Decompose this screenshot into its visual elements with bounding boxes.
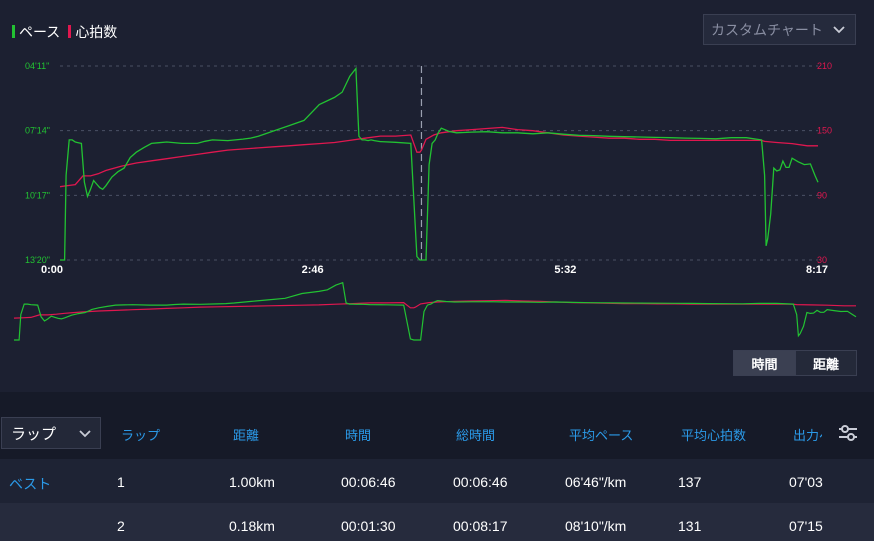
cell-power-pace: 07'03 (789, 474, 823, 490)
cell-avg-pace: 08'10"/km (565, 518, 627, 534)
x-tick-label: 0:00 (41, 264, 63, 276)
col-header-avg-pace[interactable]: 平均ペース (569, 428, 634, 443)
legend-pace-label: ペース (19, 24, 61, 40)
x-tick-label: 8:17 (806, 264, 828, 276)
column-settings-icon[interactable] (837, 424, 859, 442)
overview-pace-line (14, 282, 857, 341)
cell-time: 00:06:46 (341, 474, 396, 490)
cell-lap: 2 (117, 518, 125, 534)
col-header-total-time[interactable]: 総時間 (456, 428, 496, 443)
cell-total-time: 00:08:17 (453, 518, 508, 534)
range-overview-chart[interactable] (0, 282, 874, 342)
col-header-distance[interactable]: 距離 (233, 428, 260, 443)
x-tick-label: 2:46 (302, 264, 324, 276)
cell-distance: 0.18km (229, 518, 275, 534)
table-row[interactable]: 2 0.18km 00:01:30 00:08:17 08'10"/km 131… (0, 503, 874, 541)
col-header-lap[interactable]: ラップ (121, 428, 161, 443)
y-left-tick-label: 07'14" (25, 126, 50, 136)
y-right-tick-label: 150 (817, 126, 832, 136)
x-tick-label: 5:32 (554, 264, 576, 276)
time-toggle-button[interactable]: 時間 (733, 350, 796, 376)
best-link[interactable]: ベスト (9, 476, 52, 492)
cell-lap: 1 (117, 474, 125, 490)
chart-grid (60, 65, 818, 261)
chart-legend: ペース 心拍数 (12, 22, 117, 42)
hr-swatch (68, 25, 72, 38)
y-right-tick-label: 90 (817, 190, 827, 200)
cell-time: 00:01:30 (341, 518, 396, 534)
cell-power-pace: 07'15 (789, 518, 823, 534)
lap-type-value: ラップ (11, 425, 57, 443)
col-header-avg-hr[interactable]: 平均心拍数 (681, 428, 747, 443)
x-axis-ticks: 0:00 2:46 5:32 8:17 (41, 264, 828, 276)
y-left-tick-label: 10'17" (25, 190, 50, 200)
y-right-tick-label: 210 (817, 61, 832, 71)
col-header-time[interactable]: 時間 (345, 428, 372, 443)
cell-avg-hr: 131 (678, 518, 702, 534)
cell-distance: 1.00km (229, 474, 275, 490)
y-right-tick-label: 30 (817, 255, 827, 265)
pace-heart-rate-chart[interactable]: 04'11" 07'14" 10'17" 13'20" 210 150 90 30 0:00… (0, 0, 874, 290)
y-left-tick-label: 04'11" (25, 61, 49, 71)
left-axis-ticks: 04'11" 07'14" 10'17" 13'20" (25, 61, 50, 265)
y-left-tick-label: 13'20" (25, 255, 50, 265)
table-row[interactable]: ベスト 1 1.00km 00:06:46 00:06:46 06'46"/km… (0, 459, 874, 503)
pace-swatch (12, 25, 15, 38)
series-heart-rate-line (59, 126, 818, 188)
chevron-down-icon (79, 430, 91, 438)
lap-type-dropdown[interactable]: ラップ (1, 417, 101, 449)
cell-avg-hr: 137 (678, 474, 702, 490)
chart-type-value: カスタムチャート (711, 21, 823, 38)
chart-panel (0, 0, 874, 392)
cell-total-time: 00:06:46 (453, 474, 508, 490)
legend-hr-label: 心拍数 (75, 24, 118, 40)
distance-toggle-button[interactable]: 距離 (795, 350, 857, 376)
overview-heart-rate-line (13, 299, 856, 319)
col-header-power-pace[interactable]: 出力ペ (793, 428, 822, 443)
legend-pace[interactable]: ペース (12, 22, 60, 42)
series-pace-line (60, 66, 819, 261)
legend-hr[interactable]: 心拍数 (68, 22, 117, 42)
chart-type-dropdown[interactable]: カスタムチャート (703, 14, 856, 45)
chevron-down-icon (833, 26, 845, 34)
right-axis-ticks: 210 150 90 30 (817, 61, 832, 265)
cell-avg-pace: 06'46"/km (565, 474, 627, 490)
